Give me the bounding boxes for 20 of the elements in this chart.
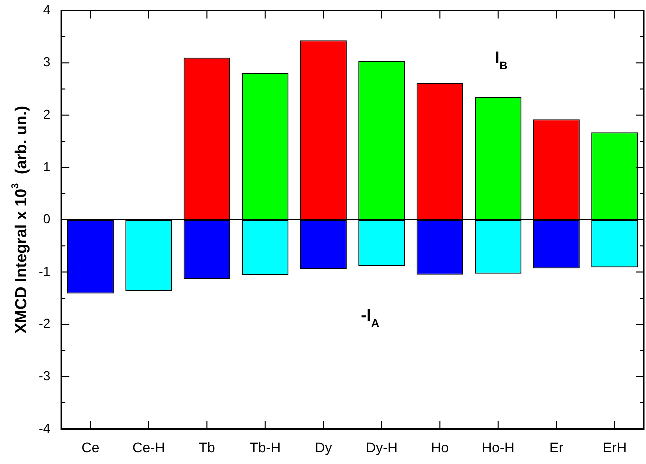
y-axis-title: XMCD Integral x 103 (arb. un.) (10, 106, 30, 334)
x-tick-label: ErH (602, 439, 627, 456)
x-tick-label: Tb (198, 439, 216, 456)
y-tick-label: 1 (43, 159, 51, 174)
x-tick-label: Er (550, 439, 564, 456)
x-tick-label: Ho (431, 439, 450, 456)
y-tick-label: 0 (43, 212, 51, 227)
y-tick-label: -2 (38, 316, 51, 332)
x-tick-label: Dy (315, 439, 332, 456)
y-tick-label: 2 (43, 106, 51, 122)
x-tick-label: Tb-H (250, 439, 281, 456)
y-tick-label: -1 (38, 264, 51, 279)
x-tick-label: Ho-H (482, 439, 515, 456)
y-tick-label: 4 (43, 2, 51, 18)
x-tick-label: Ce (82, 439, 100, 456)
y-tick-label: -4 (38, 420, 51, 436)
y-tick-label: 3 (43, 54, 51, 70)
x-tick-label: Ce-H (132, 439, 166, 456)
y-tick-label: -3 (38, 368, 51, 384)
x-tick-label: Dy-H (366, 439, 398, 456)
